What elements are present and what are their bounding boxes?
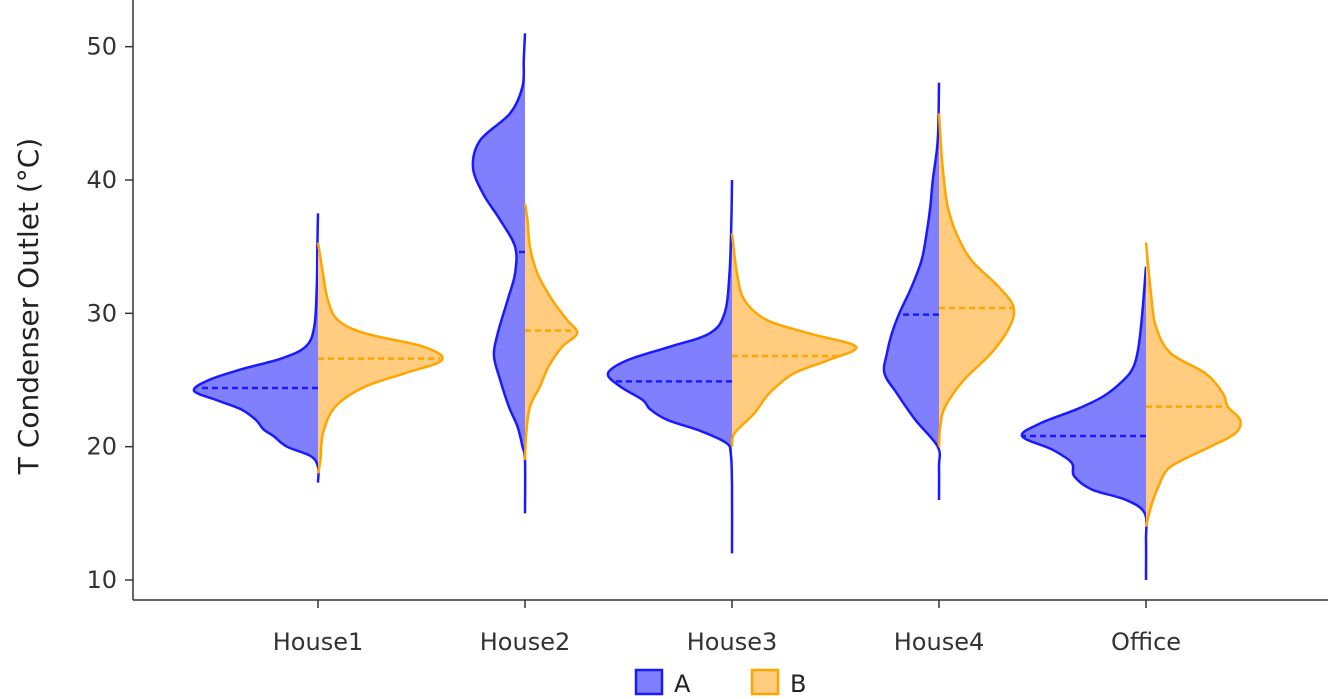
x-tick-label-House4: House4	[894, 628, 984, 656]
violin-fill-A-House2	[472, 33, 526, 514]
violin-outline-B-Office	[1144, 242, 1242, 527]
y-tick-label-10: 10	[86, 566, 117, 594]
violin-outline-B-House3	[730, 233, 858, 447]
violins-layer	[192, 33, 1242, 581]
violin-fill-B-Office	[1146, 242, 1241, 527]
y-tick-label-40: 40	[86, 166, 117, 194]
legend-swatch-A	[634, 668, 664, 696]
x-tick-label-House1: House1	[273, 628, 363, 656]
violin-fill-B-House2	[525, 204, 578, 460]
violin-outline-A-House3	[606, 179, 734, 554]
medians-layer	[197, 250, 1228, 438]
violin-fill-A-House3	[607, 180, 733, 554]
violin-fill-A-Office	[1021, 266, 1147, 580]
y-tick-label-20: 20	[86, 433, 117, 461]
x-axis-ticks: House1 House2 House3 House4 Office	[273, 600, 1181, 656]
legend-swatch-B	[750, 668, 780, 696]
violin-outline-B-House4	[937, 113, 1016, 447]
legend-label-A: A	[674, 670, 691, 698]
y-tick-label-30: 30	[86, 299, 117, 327]
violin-outline-A-House4	[882, 82, 942, 501]
legend-label-B: B	[790, 670, 806, 698]
violin-fill-B-House4	[939, 113, 1015, 447]
violin-fill-B-House3	[731, 233, 857, 447]
x-tick-label-Office: Office	[1111, 628, 1181, 656]
x-tick-label-House3: House3	[687, 628, 777, 656]
violin-fill-A-House1	[193, 213, 319, 483]
x-tick-label-House2: House2	[480, 628, 570, 656]
violin-outline-B-House2	[523, 203, 579, 461]
violin-fill-A-House4	[883, 82, 940, 501]
y-tick-label-50: 50	[86, 33, 117, 61]
violin-outline-B-House1	[316, 242, 444, 474]
y-axis-ticks: 10 20 30 40 50	[86, 33, 133, 594]
violin-outline-A-House1	[192, 213, 320, 483]
y-axis-title: T Condenser Outlet (°C)	[12, 138, 45, 475]
violin-outline-A-House2	[471, 33, 527, 514]
